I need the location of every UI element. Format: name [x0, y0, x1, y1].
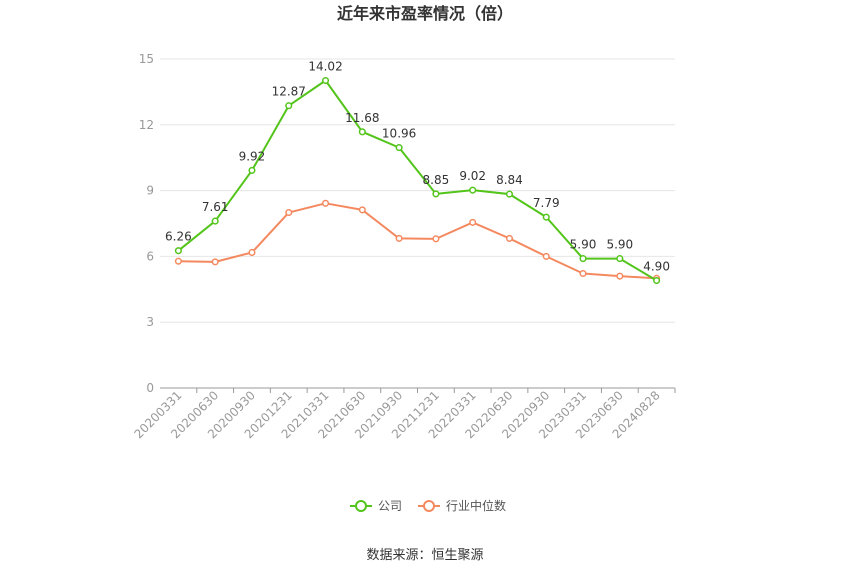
data-point [469, 186, 477, 194]
legend-marker [355, 500, 367, 512]
data-point [579, 269, 587, 278]
data-label: 5.90 [570, 238, 597, 252]
data-point [469, 218, 477, 226]
data-point [432, 190, 440, 198]
grid-lines [160, 58, 675, 323]
y-tick-label: 9 [146, 184, 154, 198]
data-label: 12.87 [272, 85, 306, 99]
data-point [579, 255, 587, 263]
data-point [395, 234, 403, 242]
legend[interactable]: 公司 行业中位数 [350, 498, 506, 513]
data-point [542, 252, 550, 260]
data-label: 9.92 [239, 149, 266, 163]
data-point [248, 248, 256, 257]
data-label: 8.85 [423, 173, 450, 187]
y-tick-label: 12 [139, 118, 154, 132]
data-point [505, 234, 514, 242]
legend-marker [423, 500, 435, 512]
y-tick-label: 15 [139, 52, 154, 66]
data-point [174, 247, 182, 255]
series-layer [174, 76, 661, 285]
data-point [432, 235, 440, 243]
data-point [616, 272, 624, 280]
data-label: 6.26 [165, 230, 192, 244]
data-point [616, 255, 624, 263]
data-point [211, 258, 219, 266]
data-point [505, 190, 514, 198]
y-tick-label: 3 [146, 315, 154, 329]
legend-item-0[interactable]: 公司 [350, 499, 402, 513]
data-label: 7.79 [533, 196, 560, 210]
data-point [321, 199, 330, 207]
data-point [358, 206, 366, 214]
data-point [358, 128, 366, 136]
y-tick-label: 6 [146, 249, 154, 263]
data-point [248, 166, 256, 174]
data-label: 11.68 [345, 111, 379, 125]
data-point [211, 217, 219, 225]
data-point [653, 276, 661, 285]
data-label: 5.90 [606, 238, 633, 252]
data-label: 4.90 [643, 260, 670, 274]
data-point [285, 102, 293, 110]
source-note: 数据来源：恒生聚源 [366, 548, 483, 563]
series-line-0 [177, 79, 658, 282]
data-label: 8.84 [496, 173, 523, 187]
y-tick-label: 0 [146, 381, 154, 395]
data-point [285, 208, 293, 217]
data-label: 14.02 [308, 59, 342, 73]
data-point [542, 213, 550, 221]
data-point [321, 76, 330, 85]
legend-label: 行业中位数 [446, 498, 506, 513]
data-label: 10.96 [382, 127, 416, 141]
legend-item-1[interactable]: 行业中位数 [418, 498, 506, 513]
data-label: 7.61 [202, 200, 229, 214]
data-point [174, 257, 182, 265]
chart-title: 近年来市盈率情况（倍） [337, 4, 513, 23]
y-axis: 0 3 6 9 12 15 [139, 52, 154, 395]
x-axis: 2020033120200630202009302020123120210331… [131, 387, 676, 441]
data-point [395, 144, 403, 152]
series-line-1 [178, 202, 657, 280]
data-label: 9.02 [459, 169, 486, 183]
legend-label: 公司 [378, 499, 402, 513]
